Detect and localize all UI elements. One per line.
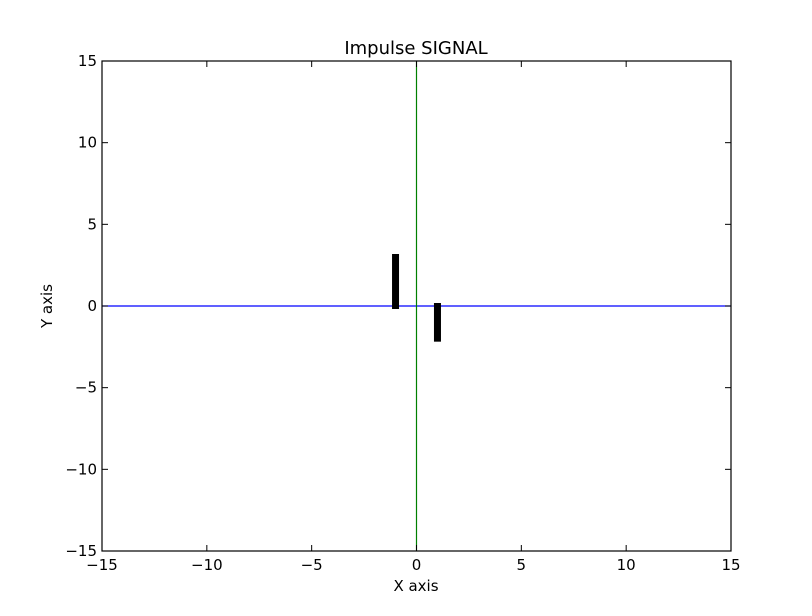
x-tick-label: 5: [517, 556, 527, 574]
y-axis-label: Y axis: [38, 284, 56, 329]
y-tick-label: 10: [78, 134, 97, 152]
impulse-bar: [433, 303, 441, 342]
impulse-bar: [392, 254, 400, 309]
y-tick-label: −5: [75, 379, 97, 397]
chart-title: Impulse SIGNAL: [344, 38, 487, 59]
y-tick-label: 0: [87, 297, 97, 315]
x-tick-label: −10: [191, 556, 223, 574]
plot-area: −15 −10 −5 0 5 10 15 −15 −10 −5 0 5 10 15: [65, 52, 740, 574]
y-tick-label: 15: [78, 52, 97, 70]
x-tick-label: 15: [721, 556, 740, 574]
x-tick-label: 0: [412, 556, 422, 574]
x-tick-label: 10: [617, 556, 636, 574]
y-tick-label: 5: [87, 215, 97, 233]
x-tick-label: −15: [86, 556, 118, 574]
x-tick-label: −5: [301, 556, 323, 574]
x-axis-label: X axis: [393, 577, 438, 595]
y-tick-label: −10: [65, 460, 97, 478]
y-tick-label: −15: [65, 542, 97, 560]
